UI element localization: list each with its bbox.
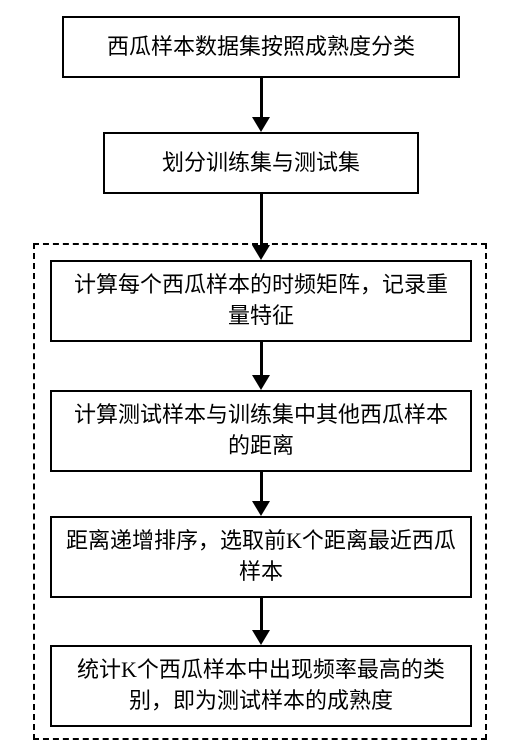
flow-node-1: 西瓜样本数据集按照成熟度分类 <box>62 16 460 78</box>
flow-node-6: 统计K个西瓜样本中出现频率最高的类别，即为测试样本的成熟度 <box>50 645 472 727</box>
flow-node-5: 距离递增排序，选取前K个距离最近西瓜样本 <box>50 516 472 598</box>
flow-node-2: 划分训练集与测试集 <box>103 132 419 194</box>
flow-node-1-text: 西瓜样本数据集按照成熟度分类 <box>107 32 415 63</box>
flow-node-4-text: 计算测试样本与训练集中其他西瓜样本的距离 <box>66 400 456 462</box>
flow-node-4: 计算测试样本与训练集中其他西瓜样本的距离 <box>50 390 472 472</box>
flowchart-canvas: 西瓜样本数据集按照成熟度分类 划分训练集与测试集 计算每个西瓜样本的时频矩阵，记… <box>0 0 521 755</box>
flow-node-3: 计算每个西瓜样本的时频矩阵，记录重量特征 <box>50 260 472 342</box>
flow-node-6-text: 统计K个西瓜样本中出现频率最高的类别，即为测试样本的成熟度 <box>66 655 456 717</box>
flow-node-2-text: 划分训练集与测试集 <box>162 148 360 179</box>
flow-node-3-text: 计算每个西瓜样本的时频矩阵，记录重量特征 <box>66 270 456 332</box>
flow-node-5-text: 距离递增排序，选取前K个距离最近西瓜样本 <box>66 526 456 588</box>
